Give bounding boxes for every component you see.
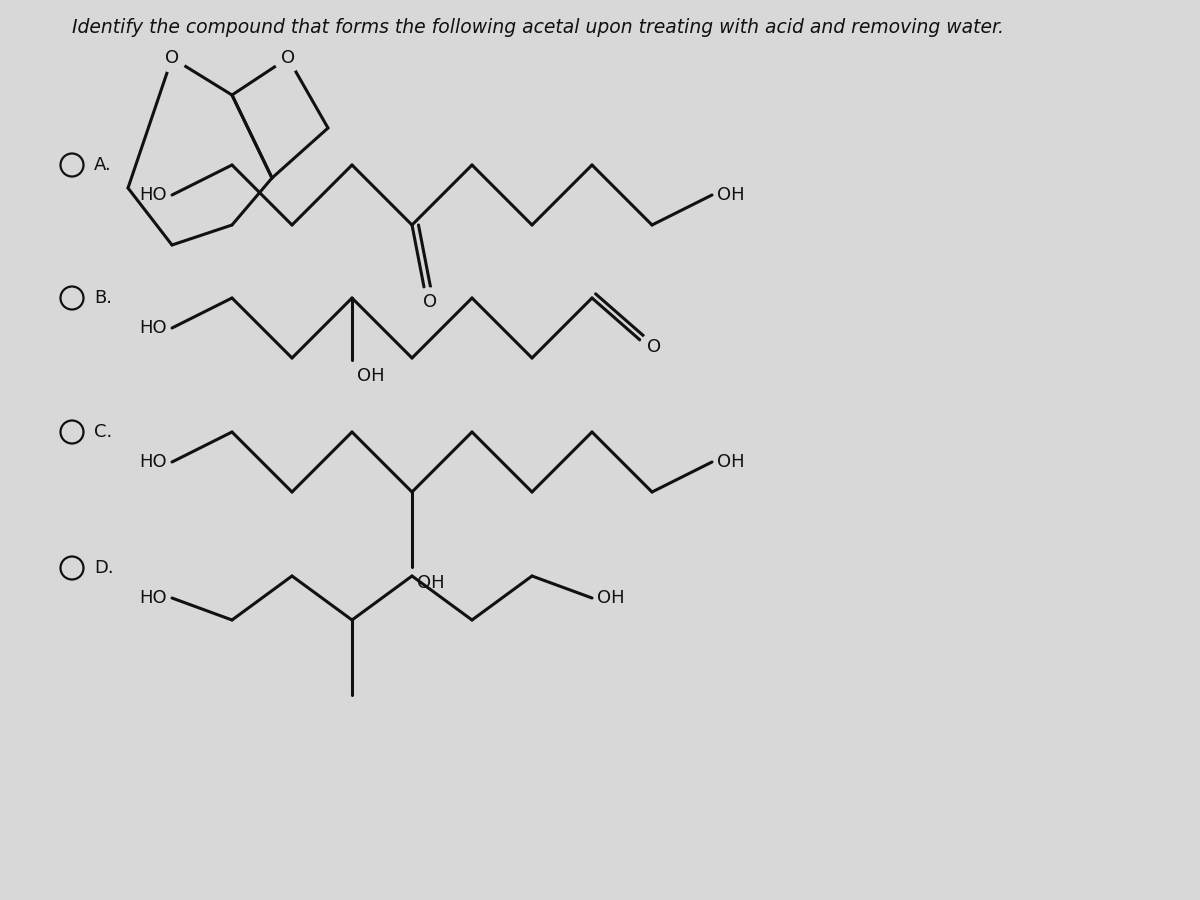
Text: O: O xyxy=(164,49,179,67)
Text: D.: D. xyxy=(94,559,114,577)
Text: HO: HO xyxy=(139,453,167,471)
Text: Identify the compound that forms the following acetal upon treating with acid an: Identify the compound that forms the fol… xyxy=(72,18,1004,37)
Circle shape xyxy=(274,44,302,72)
Circle shape xyxy=(416,288,444,316)
Text: O: O xyxy=(647,338,661,356)
Text: B.: B. xyxy=(94,289,112,307)
Text: OH: OH xyxy=(596,589,625,607)
Text: O: O xyxy=(422,293,437,311)
Text: O: O xyxy=(281,49,295,67)
Text: OH: OH xyxy=(418,574,445,592)
Circle shape xyxy=(640,333,668,361)
Text: OH: OH xyxy=(358,367,385,385)
Text: HO: HO xyxy=(139,589,167,607)
Text: C.: C. xyxy=(94,423,113,441)
Circle shape xyxy=(158,44,186,72)
Text: OH: OH xyxy=(716,186,745,204)
Text: HO: HO xyxy=(139,186,167,204)
Text: A.: A. xyxy=(94,156,112,174)
Text: OH: OH xyxy=(716,453,745,471)
Text: HO: HO xyxy=(139,319,167,337)
